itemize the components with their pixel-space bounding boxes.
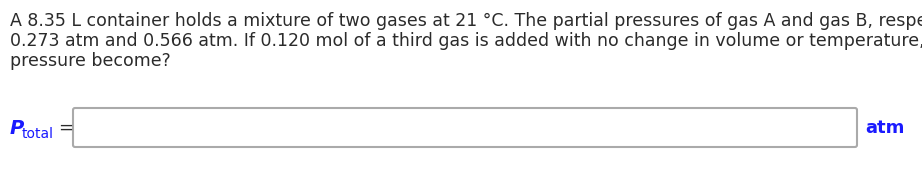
Text: =: = [58, 119, 73, 137]
FancyBboxPatch shape [73, 108, 857, 147]
Text: A 8.35 L container holds a mixture of two gases at 21 °C. The partial pressures : A 8.35 L container holds a mixture of tw… [10, 12, 922, 30]
Text: P: P [10, 118, 24, 138]
Text: pressure become?: pressure become? [10, 52, 171, 70]
Text: 0.273 atm and 0.566 atm. If 0.120 mol of a third gas is added with no change in : 0.273 atm and 0.566 atm. If 0.120 mol of… [10, 32, 922, 50]
Text: atm: atm [865, 119, 904, 137]
Text: total: total [22, 127, 54, 141]
